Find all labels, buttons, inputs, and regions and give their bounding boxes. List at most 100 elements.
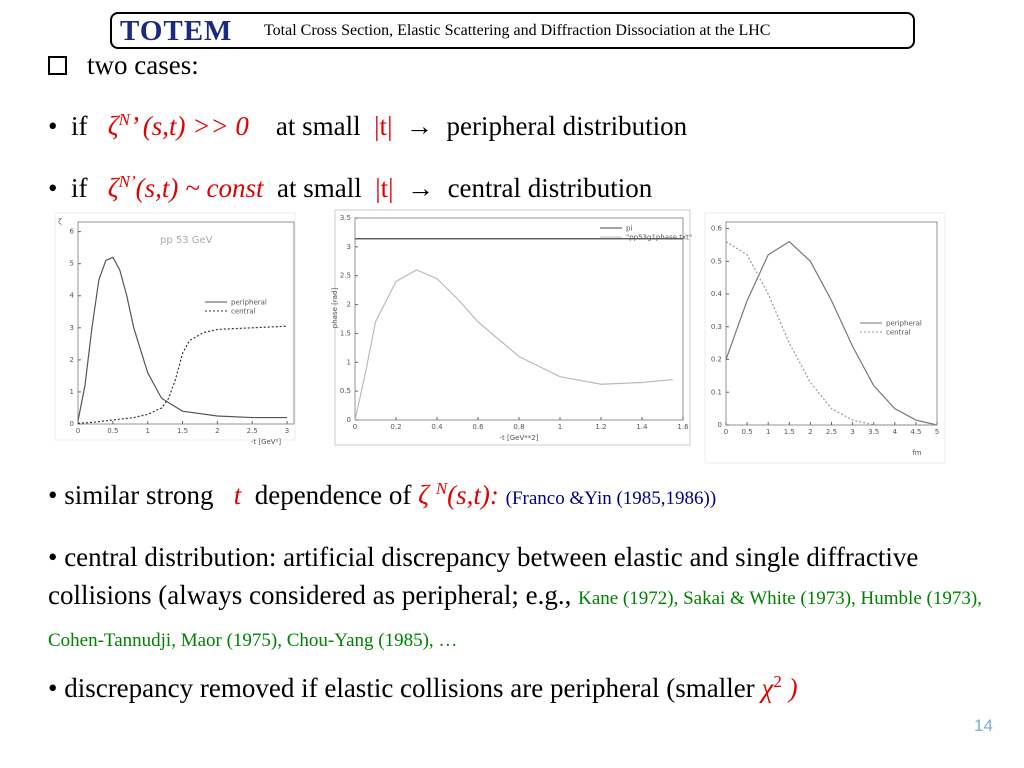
text: |t|: [375, 173, 394, 203]
text: N: [118, 110, 130, 129]
x-tick-label: 2.5: [826, 428, 837, 436]
text: discrepancy removed if elastic collision…: [64, 673, 755, 703]
x-tick-label: 1: [766, 428, 770, 436]
x-tick-label: 1: [145, 427, 149, 435]
y-tick-label: 1: [347, 358, 351, 366]
x-tick-label: 4.5: [910, 428, 921, 436]
legend-label: central: [231, 308, 256, 316]
logo: TOTEM: [120, 15, 233, 47]
x-tick-label: 0.2: [390, 423, 401, 431]
y-tick-label: 0: [347, 416, 351, 424]
x-tick-label: 5: [935, 428, 939, 436]
bullet: • if ζN’ (s,t) >> 0 at small |t| → perip…: [48, 110, 688, 141]
y-tick-label: 0.5: [711, 257, 722, 265]
bullet: • if ζN’(s,t) ~ const at small |t| → cen…: [48, 172, 653, 203]
heading: two cases:: [48, 50, 199, 81]
x-tick-label: 4: [893, 428, 898, 436]
x-tick-label: 0: [724, 428, 728, 436]
header: TOTEM Total Cross Section, Elastic Scatt…: [110, 12, 915, 49]
text: N: [118, 172, 130, 191]
x-tick-label: 0.8: [513, 423, 524, 431]
plot-frame: [704, 212, 946, 464]
bullet: • central distribution: artificial discr…: [48, 542, 982, 651]
y-tick-label: 6: [70, 228, 75, 236]
x-tick-label: 3.5: [868, 428, 879, 436]
heading-text: two cases:: [87, 50, 199, 80]
x-tick-label: 0.6: [472, 423, 484, 431]
text: (Franco &Yin (1985,1986)): [505, 488, 717, 509]
text: →: [407, 173, 435, 203]
x-tick-label: 0: [76, 427, 80, 435]
y-tick-label: 3: [70, 324, 74, 332]
y-tick-label: 0.5: [340, 387, 351, 395]
text: |t|: [374, 111, 393, 141]
y-tick-label: 2.5: [340, 272, 351, 280]
bullet: • similar strong t dependence of ζ N(s,t…: [48, 479, 717, 510]
series-line: [354, 269, 673, 421]
y-tick-label: 1.5: [340, 329, 351, 337]
series-line: [77, 256, 288, 421]
text: ζ: [418, 480, 430, 510]
x-axis-label: -t [GeV²]: [251, 438, 282, 446]
x-tick-label: 0.5: [107, 427, 118, 435]
checkbox-bullet: [48, 56, 67, 75]
text: at small: [277, 173, 362, 203]
y-tick-label: 3.5: [340, 214, 351, 222]
legend-label: "pp53g1phase.txt": [626, 234, 692, 242]
text: const: [206, 173, 264, 203]
text: →: [405, 111, 433, 141]
x-tick-label: 0.5: [742, 428, 753, 436]
annotation: pp 53 GeV: [160, 235, 213, 246]
x-tick-label: 1.6: [677, 423, 689, 431]
legend-label: pi: [626, 225, 632, 233]
text: t: [233, 480, 242, 510]
x-tick-label: 1.5: [177, 427, 188, 435]
text: ζ: [107, 173, 119, 203]
y-tick-label: 2: [70, 356, 74, 364]
x-tick-label: 0.4: [431, 423, 443, 431]
y-tick-label: 0.4: [711, 290, 723, 298]
x-tick-label: 2.5: [247, 427, 258, 435]
legend-label: peripheral: [231, 299, 267, 307]
y-tick-label: 3: [347, 243, 351, 251]
text: ’: [129, 172, 136, 191]
text: Kane (1972), Sakai & White (1973), Humbl…: [48, 588, 982, 651]
x-tick-label: 1.5: [784, 428, 795, 436]
text: dependence of: [254, 480, 412, 510]
text: if: [70, 111, 88, 141]
series-line: [725, 241, 937, 426]
x-tick-label: 1.2: [595, 423, 606, 431]
header-title: Total Cross Section, Elastic Scattering …: [264, 22, 771, 39]
text: peripheral distribution: [446, 111, 688, 141]
x-tick-label: 2: [215, 427, 219, 435]
text: central distribution: [447, 173, 653, 203]
page-number: 14: [974, 716, 993, 735]
y-tick-label: 4: [70, 292, 75, 300]
y-tick-label: 0: [70, 420, 74, 428]
text: ): [788, 673, 798, 703]
legend-label: peripheral: [886, 320, 922, 328]
text: (s,t) ~: [135, 173, 200, 203]
y-tick-label: 0: [718, 421, 722, 429]
text: (s,t):: [447, 480, 499, 510]
y-tick-label: 5: [70, 260, 74, 268]
plot-frame: [54, 212, 296, 441]
bullet: • discrepancy removed if elastic collisi…: [48, 672, 798, 703]
x-tick-label: 3: [285, 427, 289, 435]
plot-frame: [334, 209, 691, 446]
text: if: [70, 173, 88, 203]
text: χ: [761, 673, 774, 703]
y-tick-label: 1: [70, 388, 74, 396]
text: at small: [275, 111, 361, 141]
legend-label: central: [886, 329, 911, 337]
y-tick-label: 0.1: [711, 388, 722, 396]
x-tick-label: 0: [353, 423, 357, 431]
y-tick-label: 0.2: [711, 356, 722, 364]
series-line: [725, 240, 938, 426]
text: ζ: [107, 111, 119, 141]
text: ’ (s,t) >> 0: [129, 111, 249, 141]
y-tick-label: 0.3: [711, 323, 722, 331]
x-tick-label: 3: [850, 428, 854, 436]
